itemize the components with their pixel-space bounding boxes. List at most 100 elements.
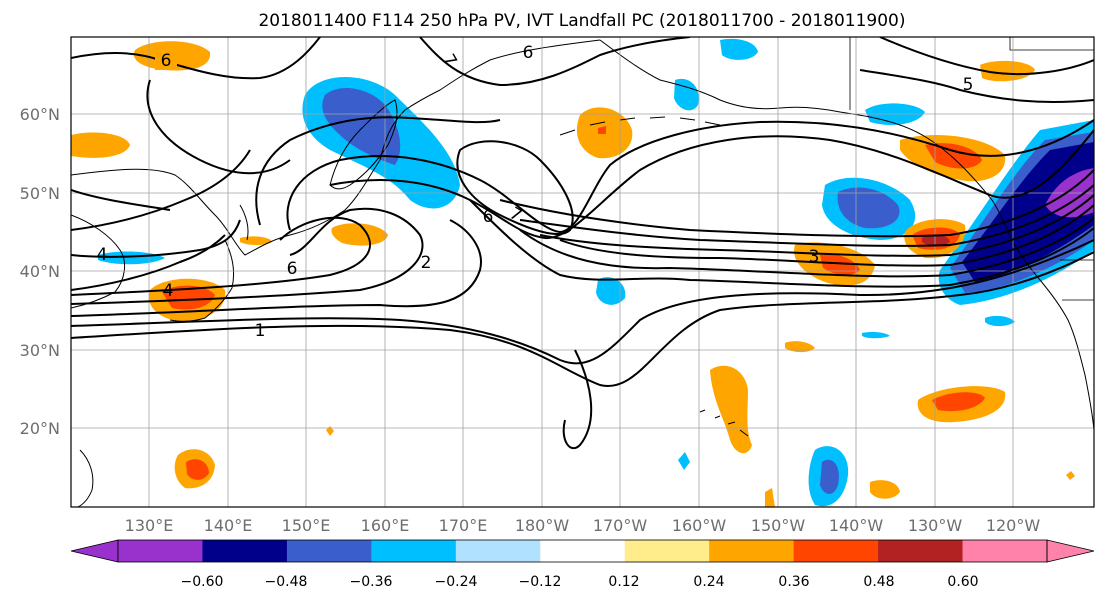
negative-anomaly-region [720,38,758,60]
colorbar-swatch [540,540,626,562]
lon-label: 130°E [125,516,174,535]
contour-line [71,219,241,258]
lon-label: 140°E [204,516,253,535]
contour-line [71,199,1094,317]
contour-line [71,207,1094,305]
contour-line [519,184,1094,247]
contour-label: 1 [255,321,266,341]
contour-line [71,239,1094,365]
lon-label: 150°E [282,516,331,535]
contour-line [71,37,321,80]
positive-anomaly-region [820,254,860,276]
contour-line [71,204,1094,296]
colorbar-swatch [793,540,879,562]
aleutian-islands [559,116,721,136]
colorbar-tick-label: −0.24 [435,574,478,590]
contour-line [499,169,1094,238]
negative-anomaly-region [837,187,900,229]
colorbar-swatches [70,539,1095,563]
positive-anomaly-region [870,480,900,499]
colorbar-tick-label: 0.24 [693,574,724,590]
lon-label: 180°W [515,516,570,535]
colorbar-swatch [709,540,795,562]
alaska-coastline [599,39,1094,431]
colorbar-tick-label: −0.60 [181,574,224,590]
contour-label: 4 [97,245,108,265]
positive-anomaly-region [71,132,130,158]
hawaii-islands [699,409,749,437]
colorbar-tick-labels: −0.60 −0.48 −0.36 −0.24 −0.12 0.12 0.24 … [181,574,979,590]
contour-line [456,140,574,235]
colorbar-extend-max [1046,539,1095,563]
colorbar-tick-label: 0.48 [863,574,894,590]
lon-label: 120°W [986,516,1041,535]
map-panel: 6 7 6 5 6 7 4 6 2 4 3 1 [70,36,1095,508]
colorbar-tick-label: 0.36 [778,574,809,590]
colorbar-swatch [202,540,288,562]
colorbar-extend-min [70,539,119,563]
contour-line [286,119,1094,234]
contour-line [562,349,593,450]
lat-label: 40°N [20,262,60,281]
positive-anomaly-region [1066,471,1075,480]
contour-label: 3 [809,247,820,267]
colorbar-tick-label: 0.60 [947,574,978,590]
contour-line [539,194,1094,257]
negative-anomaly-region [596,277,626,305]
colorbar-swatch [118,540,203,562]
colorbar-tick-label: −0.12 [519,574,562,590]
contour-label: 6 [287,259,298,279]
philippines-outline [77,449,94,507]
positive-anomaly-region [598,126,606,134]
contour-line [71,116,501,226]
contour-label: 6 [523,43,534,63]
figure-title: 2018011400 F114 250 hPa PV, IVT Landfall… [258,11,905,31]
negative-anomaly-region [678,452,690,470]
contour-label: 2 [421,253,432,273]
positive-anomaly-region [922,234,950,247]
negative-anomaly-region [962,142,1094,282]
lat-label: 30°N [20,341,60,360]
positive-anomaly-region [785,341,815,353]
longitude-labels: 130°E 140°E 150°E 160°E 170°E 180°W 170°… [125,516,1041,535]
contour-line [71,251,1094,388]
contour-line [329,129,1094,240]
contour-label: 5 [963,75,974,95]
colorbar-tick-label: −0.48 [265,574,308,590]
lon-label: 170°E [439,516,488,535]
colorbar-swatch [286,540,372,562]
positive-anomaly-region [765,488,775,507]
lon-label: 160°W [672,516,727,535]
contour-label: 4 [163,281,174,301]
contour-line [859,69,1094,103]
negative-anomaly-region [862,332,890,339]
colorbar-swatch [624,540,710,562]
positive-anomaly-region [980,60,1035,82]
contour-line [879,37,1094,76]
positive-anomaly-region [925,143,982,169]
lat-label: 20°N [20,419,60,438]
colorbar-swatch [371,540,457,562]
map-frame [70,36,1095,508]
lat-label: 60°N [20,105,60,124]
lon-label: 150°W [751,516,806,535]
positive-anomaly-region [932,392,985,412]
contour-line [419,37,691,87]
latitude-labels: 60°N 50°N 40°N 30°N 20°N [20,105,60,438]
positive-anomaly-region [331,223,388,246]
positive-anomaly-region [240,236,272,245]
negative-anomaly-region [985,315,1015,327]
colorbar-swatch [878,540,964,562]
negative-anomaly-region [322,87,401,165]
contour-label-bg [155,50,177,70]
negative-anomaly-region [674,78,699,111]
lon-label: 140°W [829,516,884,535]
colorbar-border [117,539,1048,563]
contour-label: 6 [483,207,494,227]
gridlines [71,37,1094,507]
contour-lines [71,37,1094,450]
positive-anomaly-region [186,459,209,480]
positive-anomaly-region [162,285,215,310]
positive-anomaly-region [326,426,334,436]
